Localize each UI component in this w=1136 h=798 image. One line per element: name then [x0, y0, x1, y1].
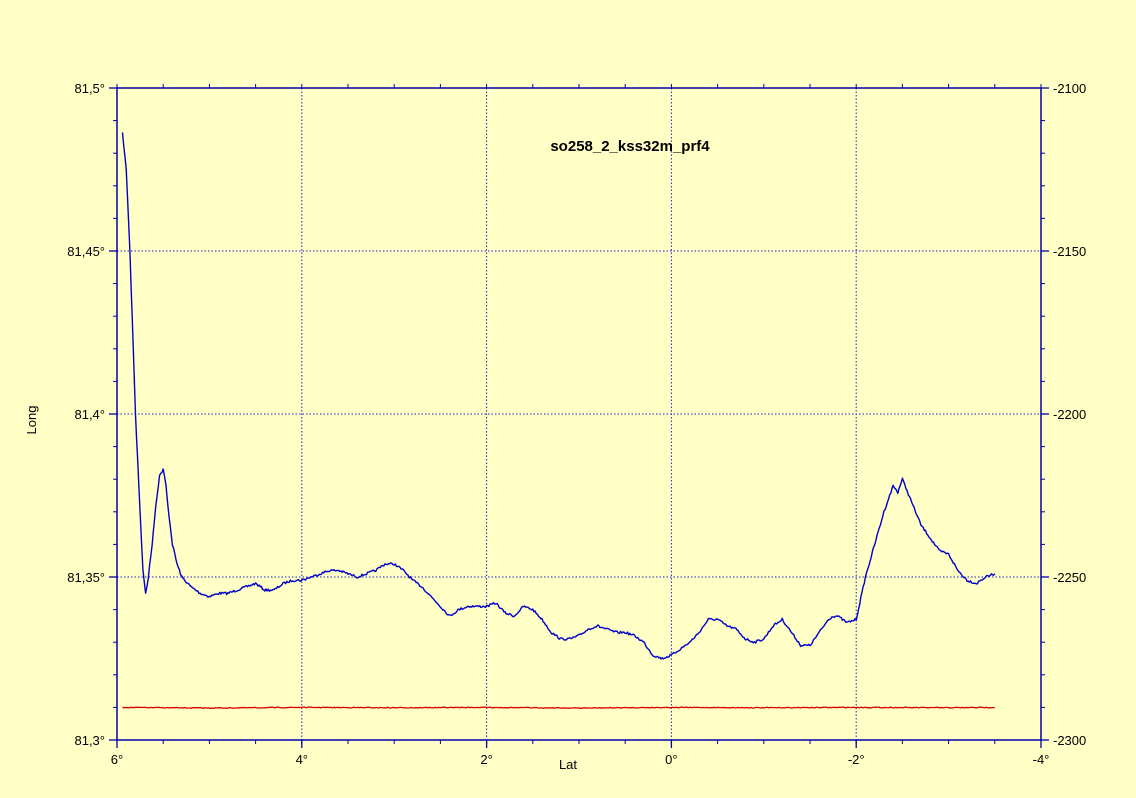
chart-title: so258_2_kss32m_prf4: [550, 138, 710, 155]
y-right-tick-label: -2200: [1053, 407, 1086, 422]
y-left-tick-label: 81,3°: [74, 733, 105, 748]
x-tick-label: -4°: [1033, 752, 1050, 767]
ticks: [109, 84, 1049, 748]
x-tick-label: -2°: [848, 752, 865, 767]
y-axis-label: Long: [24, 406, 39, 435]
y-right-tick-label: -2300: [1053, 733, 1086, 748]
series-line-1: [121, 132, 996, 660]
y-left-tick-label: 81,45°: [67, 244, 105, 259]
x-tick-label: 0°: [665, 752, 677, 767]
x-tick-label: 2°: [480, 752, 492, 767]
y-right-tick-label: -2100: [1053, 81, 1086, 96]
y-left-tick-label: 81,35°: [67, 570, 105, 585]
y-left-tick-label: 81,5°: [74, 81, 105, 96]
series-line-2: [122, 706, 995, 710]
x-axis-label: Lat: [559, 757, 577, 772]
y-right-tick-label: -2150: [1053, 244, 1086, 259]
tick-labels: 6° 4° 2° 0° -2° -4° 81,3° 81,35° 81,4° 81,45° 81,5…: [67, 81, 1086, 767]
grid: [117, 88, 1041, 740]
x-tick-label: 6°: [111, 752, 123, 767]
y-left-tick-label: 81,4°: [74, 407, 105, 422]
series-layer: [121, 132, 996, 710]
x-tick-label: 4°: [296, 752, 308, 767]
y-right-tick-label: -2250: [1053, 570, 1086, 585]
